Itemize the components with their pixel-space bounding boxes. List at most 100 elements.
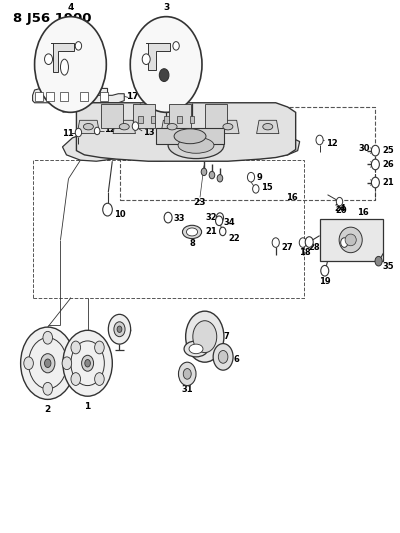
- Text: 10: 10: [114, 210, 126, 219]
- Circle shape: [272, 238, 279, 247]
- Ellipse shape: [60, 59, 68, 75]
- Circle shape: [375, 256, 382, 266]
- Polygon shape: [113, 120, 136, 134]
- Circle shape: [316, 135, 323, 145]
- Text: 34: 34: [224, 218, 236, 227]
- FancyBboxPatch shape: [177, 116, 182, 123]
- Ellipse shape: [182, 225, 202, 239]
- Text: 11: 11: [62, 129, 74, 138]
- Circle shape: [21, 327, 75, 399]
- Text: 2: 2: [45, 405, 51, 414]
- Circle shape: [103, 203, 112, 216]
- Polygon shape: [76, 103, 296, 161]
- Ellipse shape: [184, 341, 208, 357]
- Circle shape: [62, 357, 72, 369]
- Ellipse shape: [168, 132, 224, 159]
- Ellipse shape: [84, 124, 93, 130]
- Circle shape: [305, 237, 313, 247]
- Text: 17: 17: [126, 92, 138, 101]
- Text: 32: 32: [205, 213, 217, 222]
- Circle shape: [336, 197, 343, 206]
- Text: 8 J56 1900: 8 J56 1900: [13, 12, 91, 26]
- Text: 18: 18: [299, 248, 310, 257]
- Text: 12: 12: [326, 139, 337, 148]
- Circle shape: [130, 17, 202, 112]
- Ellipse shape: [223, 124, 233, 130]
- FancyBboxPatch shape: [205, 104, 227, 128]
- Circle shape: [71, 341, 80, 354]
- Polygon shape: [257, 120, 279, 134]
- Text: 21: 21: [382, 178, 394, 187]
- Text: 9: 9: [257, 173, 262, 182]
- Text: 7: 7: [224, 332, 230, 341]
- Circle shape: [299, 238, 306, 247]
- Polygon shape: [62, 120, 300, 161]
- Text: 1: 1: [84, 401, 91, 410]
- FancyBboxPatch shape: [138, 116, 142, 123]
- Circle shape: [63, 330, 112, 396]
- Circle shape: [40, 354, 55, 373]
- Text: 21: 21: [205, 227, 217, 236]
- Circle shape: [372, 146, 379, 156]
- Circle shape: [108, 314, 131, 344]
- Text: 26: 26: [382, 160, 394, 169]
- Ellipse shape: [174, 129, 206, 144]
- Circle shape: [164, 212, 172, 223]
- FancyBboxPatch shape: [133, 104, 155, 128]
- Ellipse shape: [345, 234, 356, 246]
- Circle shape: [85, 360, 90, 367]
- Text: 23: 23: [194, 198, 206, 207]
- FancyBboxPatch shape: [46, 92, 54, 101]
- Circle shape: [341, 238, 348, 247]
- Text: 33: 33: [174, 214, 185, 223]
- Circle shape: [183, 368, 191, 379]
- Text: 15: 15: [260, 183, 272, 192]
- Text: 27: 27: [282, 244, 293, 253]
- Ellipse shape: [263, 124, 273, 130]
- FancyBboxPatch shape: [169, 104, 191, 128]
- Circle shape: [44, 54, 52, 64]
- Circle shape: [44, 359, 51, 368]
- Text: 16: 16: [286, 193, 298, 202]
- Text: 4: 4: [67, 3, 74, 12]
- Circle shape: [132, 122, 139, 131]
- Circle shape: [142, 54, 150, 64]
- Text: 25: 25: [382, 146, 394, 155]
- Text: 3: 3: [163, 3, 169, 12]
- FancyBboxPatch shape: [100, 92, 108, 101]
- Circle shape: [186, 311, 224, 362]
- Circle shape: [248, 172, 255, 182]
- Circle shape: [217, 174, 223, 182]
- Polygon shape: [146, 43, 170, 70]
- Circle shape: [173, 42, 179, 50]
- FancyBboxPatch shape: [101, 104, 124, 128]
- Circle shape: [218, 351, 228, 364]
- Circle shape: [220, 227, 226, 236]
- Polygon shape: [161, 120, 183, 134]
- Text: 5: 5: [125, 326, 131, 335]
- Text: 28: 28: [309, 244, 320, 253]
- Circle shape: [193, 321, 217, 353]
- Circle shape: [117, 326, 122, 333]
- Circle shape: [95, 373, 104, 385]
- Text: 30: 30: [359, 144, 370, 153]
- Circle shape: [75, 42, 82, 50]
- Polygon shape: [217, 120, 239, 134]
- Text: 19: 19: [318, 277, 330, 286]
- Circle shape: [34, 17, 106, 112]
- Text: 8: 8: [189, 239, 195, 248]
- Ellipse shape: [339, 227, 362, 253]
- Polygon shape: [320, 219, 383, 261]
- Circle shape: [82, 356, 94, 371]
- Text: 20: 20: [336, 206, 347, 215]
- Text: 16: 16: [358, 208, 369, 217]
- Circle shape: [94, 127, 100, 135]
- Circle shape: [201, 168, 207, 175]
- Circle shape: [213, 344, 233, 370]
- Circle shape: [216, 216, 223, 225]
- Text: 22: 22: [228, 234, 240, 243]
- Circle shape: [114, 322, 125, 337]
- FancyBboxPatch shape: [60, 92, 68, 101]
- Circle shape: [253, 184, 259, 193]
- Circle shape: [321, 265, 329, 276]
